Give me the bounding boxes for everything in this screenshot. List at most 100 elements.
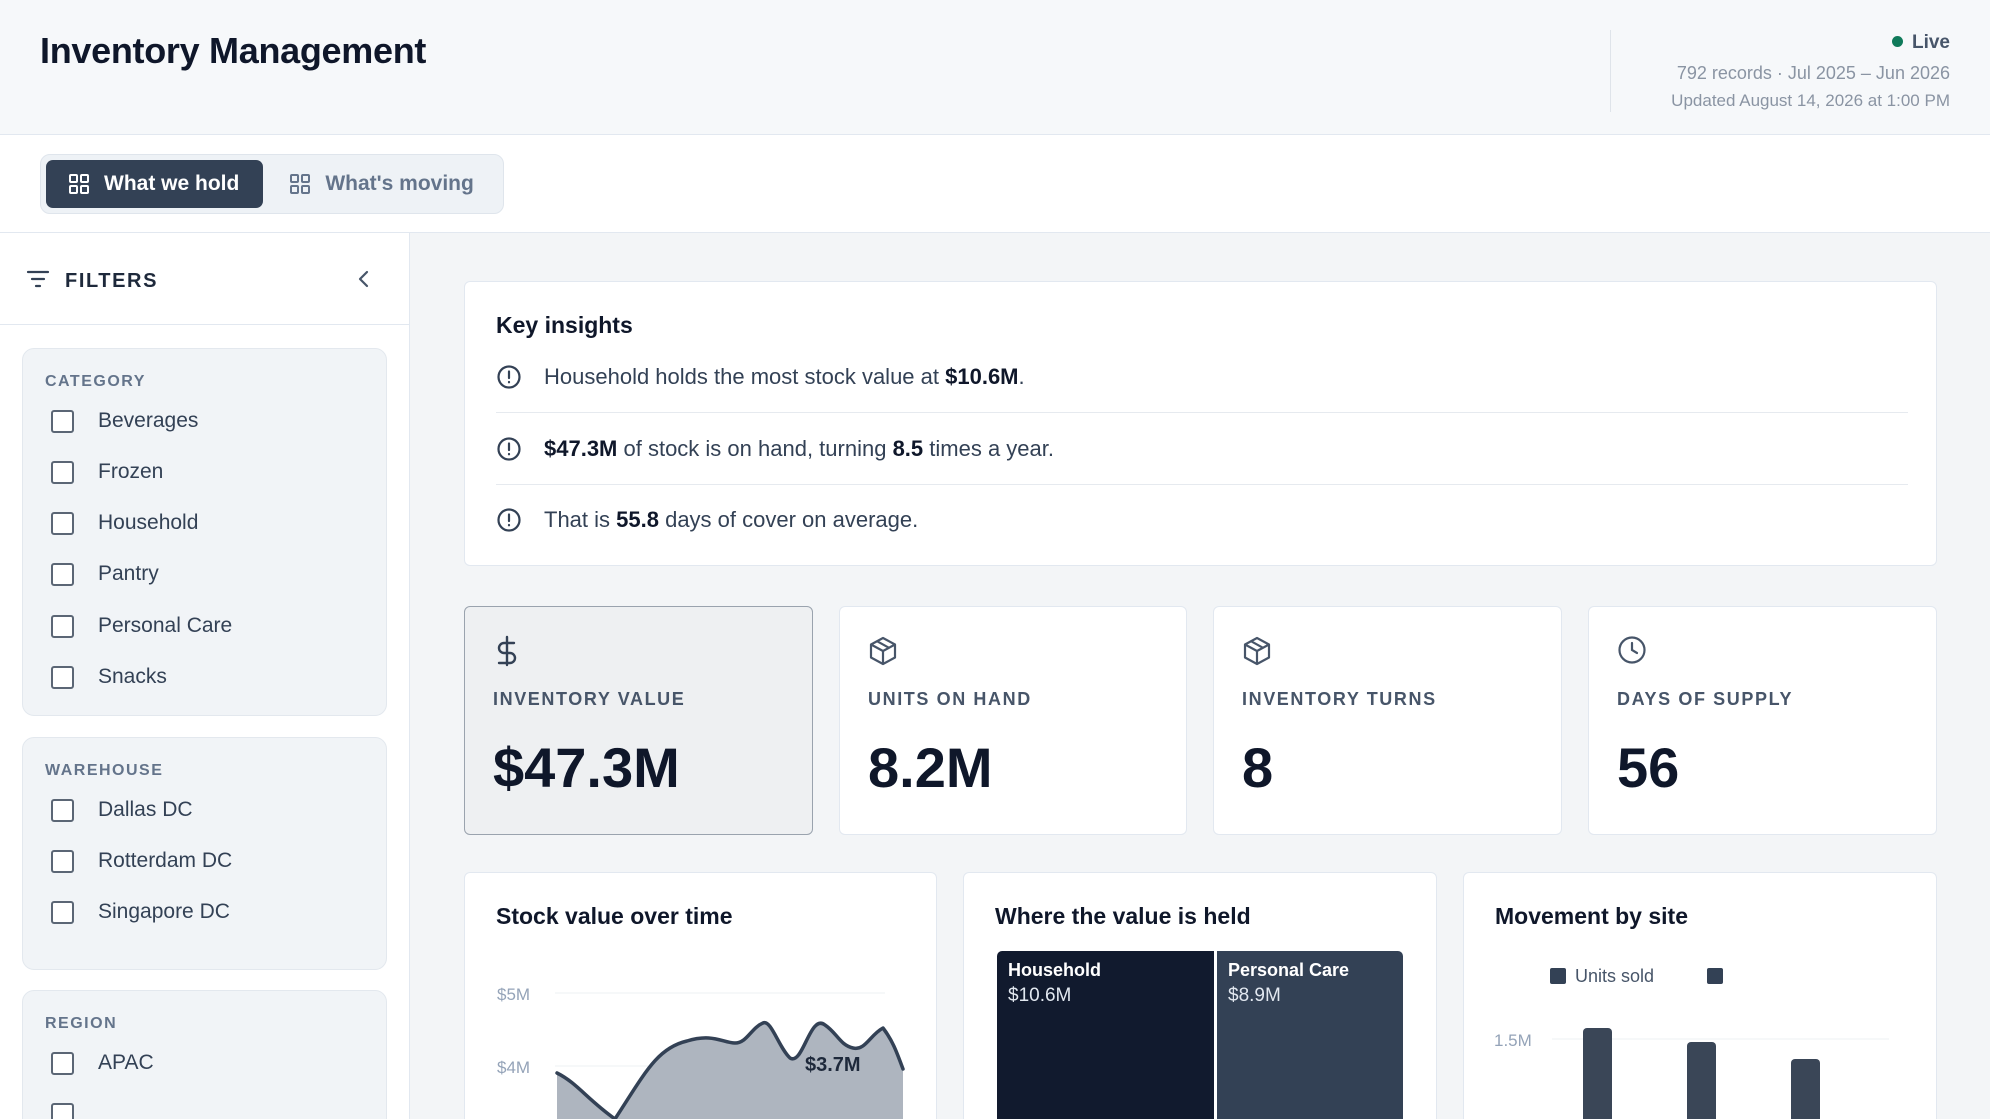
filter-option-beverages[interactable]: Beverages [51, 406, 198, 436]
checkbox[interactable] [51, 849, 74, 873]
stock-value-chart-card: Stock value over time $5M $4M $3.7M [464, 872, 937, 1119]
insight-text: Household holds the most stock value at … [544, 364, 1025, 390]
insight-text-part: days of cover on average. [658, 507, 919, 532]
kpi-label: DAYS OF SUPPLY [1617, 689, 1794, 709]
y-tick-label: $4M [497, 1058, 530, 1077]
tile-label: Household [1008, 960, 1101, 980]
clock-icon [1618, 636, 1646, 664]
live-dot-icon [1891, 36, 1903, 47]
view-tabs: What we hold What's moving [40, 154, 504, 214]
kpi-card-days-of-supply[interactable]: DAYS OF SUPPLY 56 [1588, 606, 1937, 835]
checkbox[interactable] [51, 562, 74, 586]
filter-icon [26, 270, 50, 288]
kpi-card-units-on-hand[interactable]: UNITS ON HAND 8.2M [839, 606, 1187, 835]
checkbox[interactable] [51, 798, 74, 822]
kpi-value: 8 [1242, 736, 1274, 799]
chart-title: Where the value is held [995, 903, 1251, 929]
tab-label: What we hold [104, 172, 240, 195]
app-header: Inventory Management Live 792 records · … [0, 0, 1990, 135]
filter-option-label: Rotterdam DC [98, 849, 233, 872]
kpi-label: INVENTORY TURNS [1242, 689, 1437, 709]
alert-circle-icon [497, 436, 521, 461]
filter-option-singapore-dc[interactable]: Singapore DC [51, 897, 230, 927]
checkbox[interactable] [51, 511, 74, 535]
y-tick-label: 1.5M [1494, 1031, 1532, 1050]
dollar-icon [497, 635, 517, 667]
filters-title: FILTERS [65, 270, 159, 292]
checkbox[interactable] [51, 1102, 74, 1119]
movement-chart: Units sold 1.5M [1494, 966, 1889, 1119]
insight-text: $47.3M of stock is on hand, turning 8.5 … [544, 436, 1054, 462]
filter-option-label: Dallas DC [98, 798, 193, 821]
filter-group-title: CATEGORY [45, 373, 146, 390]
tab-whats-moving[interactable]: What's moving [267, 160, 498, 208]
grid-icon [69, 174, 89, 194]
filter-option-snacks[interactable]: Snacks [51, 662, 167, 692]
insight-text: That is 55.8 days of cover on average. [544, 507, 918, 533]
alert-circle-icon [497, 364, 521, 389]
kpi-card-inventory-turns[interactable]: INVENTORY TURNS 8 [1213, 606, 1562, 835]
key-insights-title: Key insights [496, 312, 633, 338]
filter-option-label: Frozen [98, 460, 164, 483]
bar [1687, 1042, 1716, 1119]
filter-option-label: Personal Care [98, 614, 233, 637]
insight-highlight: 55.8 [616, 507, 659, 532]
kpi-value: $47.3M [493, 736, 680, 799]
filter-option-label: APAC [98, 1051, 154, 1074]
kpi-label: INVENTORY VALUE [493, 689, 686, 709]
chart-title: Movement by site [1495, 903, 1688, 929]
filter-option-frozen[interactable]: Frozen [51, 457, 163, 487]
filter-option-apac[interactable]: APAC [51, 1048, 154, 1078]
treemap-tile-household[interactable]: Household $10.6M [997, 951, 1214, 1119]
tile-label: Personal Care [1228, 960, 1350, 980]
last-updated: Updated August 14, 2026 at 1:00 PM [1671, 91, 1950, 110]
filters-header: FILTERS [0, 233, 409, 325]
records-summary: 792 records · Jul 2025 – Jun 2026 [1676, 63, 1950, 83]
tile-value: $8.9M [1228, 985, 1281, 1006]
checkbox[interactable] [51, 900, 74, 924]
filter-option-region-2[interactable] [51, 1099, 74, 1119]
legend-label: Units sold [1575, 966, 1654, 986]
checkbox[interactable] [51, 1051, 74, 1075]
area-fill [557, 1022, 903, 1119]
kpi-card-inventory-value[interactable]: INVENTORY VALUE $47.3M [464, 606, 813, 835]
filter-group-category: CATEGORY Beverages Frozen Household Pant… [22, 348, 387, 716]
filter-option-personal-care[interactable]: Personal Care [51, 611, 232, 641]
treemap-tile-personal-care[interactable]: Personal Care $8.9M [1217, 951, 1403, 1119]
insight-highlight: $47.3M [544, 435, 618, 461]
movement-chart-card: Movement by site Units sold 1.5M [1463, 872, 1937, 1119]
package-icon [1243, 636, 1271, 666]
filter-group-title: REGION [45, 1015, 118, 1032]
chevron-left-icon[interactable] [356, 270, 372, 288]
insight-item: Household holds the most stock value at … [496, 341, 1908, 413]
filter-option-dallas-dc[interactable]: Dallas DC [51, 795, 193, 825]
checkbox[interactable] [51, 614, 74, 638]
insight-highlight: 8.5 [892, 435, 924, 461]
legend-swatch [1707, 968, 1723, 984]
filter-option-label: Singapore DC [98, 900, 230, 923]
end-value-label: $3.7M [805, 1054, 861, 1076]
filter-option-label: Pantry [98, 562, 159, 585]
insight-text-part: of stock is on hand, turning [617, 435, 893, 461]
series-line [555, 1021, 905, 1119]
y-tick-label: $5M [497, 985, 530, 1004]
key-insights-card: Key insights Household holds the most st… [464, 281, 1937, 566]
insight-highlight: $10.6M [945, 363, 1019, 389]
stock-value-chart: $5M $4M $3.7M [497, 985, 905, 1119]
legend-swatch [1550, 968, 1566, 984]
app-title: Inventory Management [40, 30, 427, 71]
filter-option-label: Household [98, 511, 199, 534]
filter-option-household[interactable]: Household [51, 508, 198, 538]
bar [1583, 1028, 1612, 1119]
filter-option-pantry[interactable]: Pantry [51, 559, 159, 589]
insight-text-part: . [1018, 363, 1025, 389]
tab-what-we-hold[interactable]: What we hold [46, 160, 264, 208]
checkbox[interactable] [51, 665, 74, 689]
checkbox[interactable] [51, 409, 74, 433]
filter-group-region: REGION APAC [22, 990, 387, 1119]
filter-option-rotterdam-dc[interactable]: Rotterdam DC [51, 846, 232, 876]
kpi-label: UNITS ON HAND [868, 689, 1032, 709]
checkbox[interactable] [51, 460, 74, 484]
package-icon [869, 636, 897, 666]
bar [1791, 1059, 1820, 1119]
